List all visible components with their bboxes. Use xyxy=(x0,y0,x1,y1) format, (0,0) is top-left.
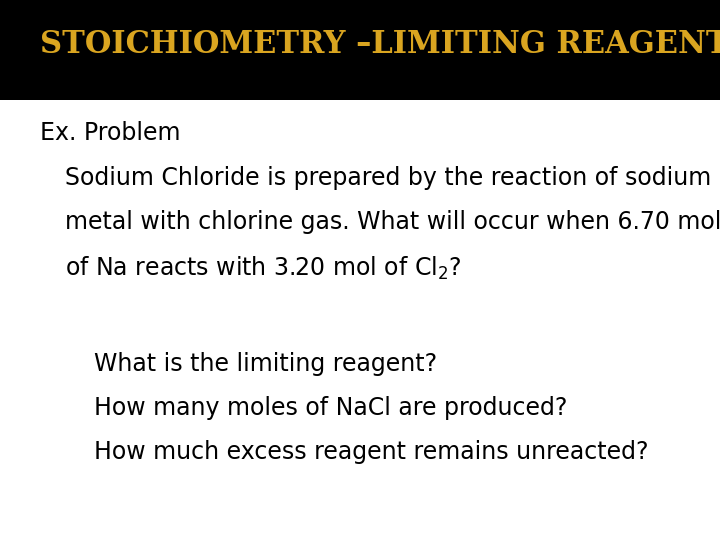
Text: STOICHIOMETRY –LIMITING REAGENT: STOICHIOMETRY –LIMITING REAGENT xyxy=(40,30,720,60)
Bar xyxy=(0,0,720,100)
Text: of Na reacts with 3.20 mol of Cl$_2$?: of Na reacts with 3.20 mol of Cl$_2$? xyxy=(65,254,462,281)
Text: How many moles of NaCl are produced?: How many moles of NaCl are produced? xyxy=(94,396,567,420)
Text: How much excess reagent remains unreacted?: How much excess reagent remains unreacte… xyxy=(94,440,648,464)
Text: metal with chlorine gas. What will occur when 6.70 mol: metal with chlorine gas. What will occur… xyxy=(65,210,720,234)
Text: Ex. Problem: Ex. Problem xyxy=(40,122,180,145)
Text: What is the limiting reagent?: What is the limiting reagent? xyxy=(94,352,437,376)
Text: Sodium Chloride is prepared by the reaction of sodium: Sodium Chloride is prepared by the react… xyxy=(65,166,711,190)
